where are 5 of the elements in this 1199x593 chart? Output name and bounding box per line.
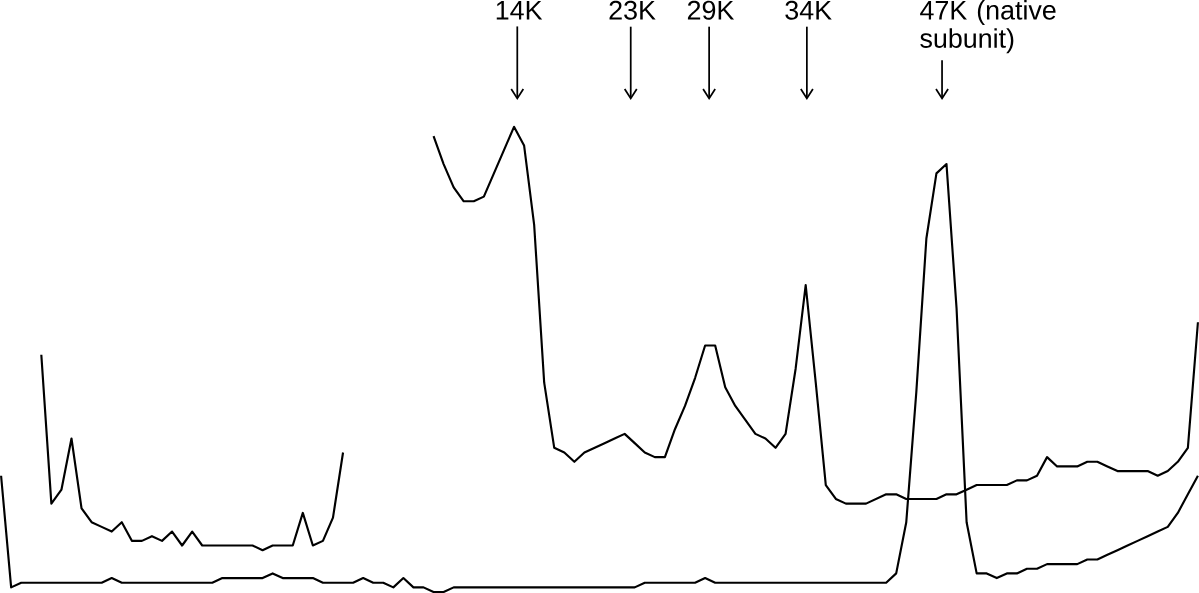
text: 23K (609, 0, 656, 20)
text: 14K (496, 0, 543, 20)
text: 29K (687, 0, 735, 20)
text: 47K (native subunit) (920, 0, 1056, 54)
text: 34K (785, 0, 832, 20)
